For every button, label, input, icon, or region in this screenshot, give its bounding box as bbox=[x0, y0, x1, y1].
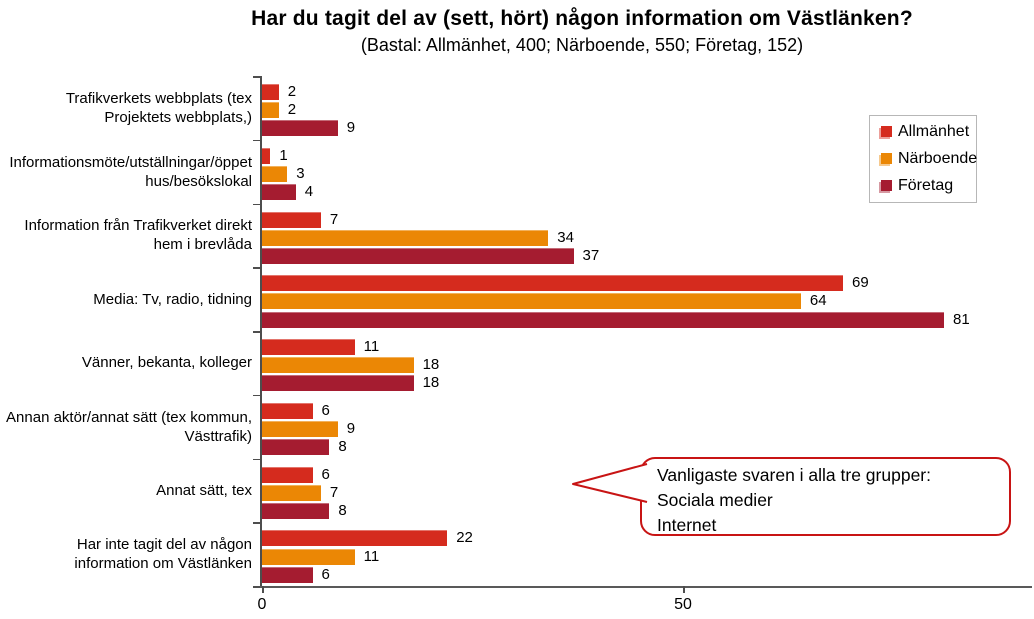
bar-foretag bbox=[262, 375, 414, 392]
bar-foretag bbox=[262, 184, 296, 201]
callout-tail bbox=[572, 463, 648, 503]
value-label: 7 bbox=[329, 210, 339, 228]
value-label: 3 bbox=[296, 164, 305, 182]
y-axis-tick bbox=[253, 267, 260, 269]
bar-allmanhet bbox=[262, 530, 448, 547]
bar-narboende bbox=[262, 484, 321, 501]
bar-foretag bbox=[262, 502, 330, 519]
value-label: 22 bbox=[456, 529, 473, 547]
y-axis-tick bbox=[253, 331, 260, 333]
y-axis-tick bbox=[253, 394, 260, 397]
value-label: 8 bbox=[338, 501, 347, 519]
category-label: Har inte tagit del av någon information … bbox=[74, 536, 252, 573]
value-label: 18 bbox=[422, 374, 440, 392]
value-label: 4 bbox=[304, 183, 314, 201]
value-label: 9 bbox=[346, 119, 356, 137]
category-label: Information från Trafikverket direkt hem… bbox=[24, 217, 252, 254]
y-axis-tick bbox=[253, 458, 260, 460]
legend-marker-allmanhet bbox=[881, 125, 892, 137]
category-label: Vänner, bekanta, kolleger bbox=[81, 354, 252, 372]
legend-item-allmanhet: Allmänhet bbox=[879, 123, 976, 141]
bar-foretag bbox=[262, 247, 574, 264]
legend-label: Allmänhet bbox=[898, 123, 970, 140]
value-label: 1 bbox=[279, 146, 288, 164]
y-axis-tick bbox=[253, 203, 260, 205]
value-label: 81 bbox=[953, 310, 970, 328]
bar-foretag bbox=[262, 120, 338, 137]
category-label: Trafikverkets webbplats (tex Projektets … bbox=[65, 89, 252, 126]
chart-title: Har du tagit del av (sett, hört) någon i… bbox=[251, 7, 913, 30]
value-label: 6 bbox=[321, 401, 330, 419]
bar-allmanhet bbox=[262, 466, 313, 483]
legend: Allmänhet Närboende Företag bbox=[869, 115, 977, 203]
bar-foretag bbox=[262, 311, 944, 328]
y-axis-tick bbox=[253, 522, 260, 524]
category-label: Media: Tv, radio, tidning bbox=[93, 290, 252, 308]
legend-item-foretag: Företag bbox=[879, 177, 976, 195]
bar-narboende bbox=[262, 293, 801, 310]
bar-allmanhet bbox=[262, 275, 843, 292]
x-axis-tick-label: 50 bbox=[674, 596, 692, 613]
legend-label: Företag bbox=[898, 177, 954, 194]
legend-marker-narboende bbox=[881, 152, 892, 164]
value-label: 18 bbox=[422, 356, 440, 374]
bar-foretag bbox=[262, 566, 313, 583]
y-axis-tick bbox=[253, 139, 260, 142]
bar-narboende bbox=[262, 420, 338, 437]
legend-item-narboende: Närboende bbox=[879, 150, 978, 168]
category-label: Informationsmöte/utställningar/öppet hus… bbox=[9, 153, 252, 190]
x-axis-tick bbox=[683, 586, 685, 593]
category-label: Annat sätt, tex bbox=[156, 481, 252, 499]
bar-allmanhet bbox=[262, 84, 279, 100]
category-label: Annan aktör/annat sätt (tex kommun, Väst… bbox=[6, 408, 252, 445]
bar-narboende bbox=[262, 357, 414, 374]
x-axis-line bbox=[260, 586, 1032, 588]
bar-allmanhet bbox=[262, 211, 321, 228]
callout-bubble: Vanligaste svaren i alla tre grupper: So… bbox=[640, 457, 1011, 536]
y-axis-tick bbox=[253, 76, 260, 78]
bar-narboende bbox=[262, 165, 288, 182]
y-axis-tick bbox=[253, 586, 260, 588]
x-axis-tick-label: 0 bbox=[257, 596, 267, 613]
value-label: 9 bbox=[346, 419, 356, 437]
callout-line-3: Internet bbox=[657, 515, 717, 535]
x-axis-tick bbox=[262, 586, 264, 593]
y-axis-line bbox=[260, 76, 262, 586]
value-label: 6 bbox=[321, 565, 330, 583]
value-label: 69 bbox=[852, 274, 869, 292]
value-label: 34 bbox=[557, 228, 574, 246]
bar-narboende bbox=[262, 548, 355, 565]
bar-allmanhet bbox=[262, 339, 355, 355]
value-label: 7 bbox=[329, 483, 339, 501]
value-label: 37 bbox=[582, 246, 600, 264]
chart-subtitle: (Bastal: Allmänhet, 400; Närboende, 550;… bbox=[360, 35, 804, 55]
legend-marker-foretag bbox=[881, 179, 892, 191]
value-label: 11 bbox=[363, 547, 380, 565]
callout-line-2: Sociala medier bbox=[657, 490, 773, 510]
value-label: 6 bbox=[321, 465, 330, 483]
bar-foretag bbox=[262, 439, 330, 456]
legend-label: Närboende bbox=[898, 150, 978, 167]
bar-narboende bbox=[262, 229, 549, 246]
value-label: 8 bbox=[338, 438, 347, 456]
value-label: 2 bbox=[287, 101, 297, 119]
bar-narboende bbox=[262, 102, 279, 119]
value-label: 11 bbox=[363, 338, 380, 355]
callout-line-1: Vanligaste svaren i alla tre grupper: bbox=[657, 465, 931, 485]
bar-allmanhet bbox=[262, 147, 271, 164]
value-label: 2 bbox=[287, 83, 297, 100]
value-label: 64 bbox=[809, 292, 827, 310]
bar-allmanhet bbox=[262, 402, 313, 419]
